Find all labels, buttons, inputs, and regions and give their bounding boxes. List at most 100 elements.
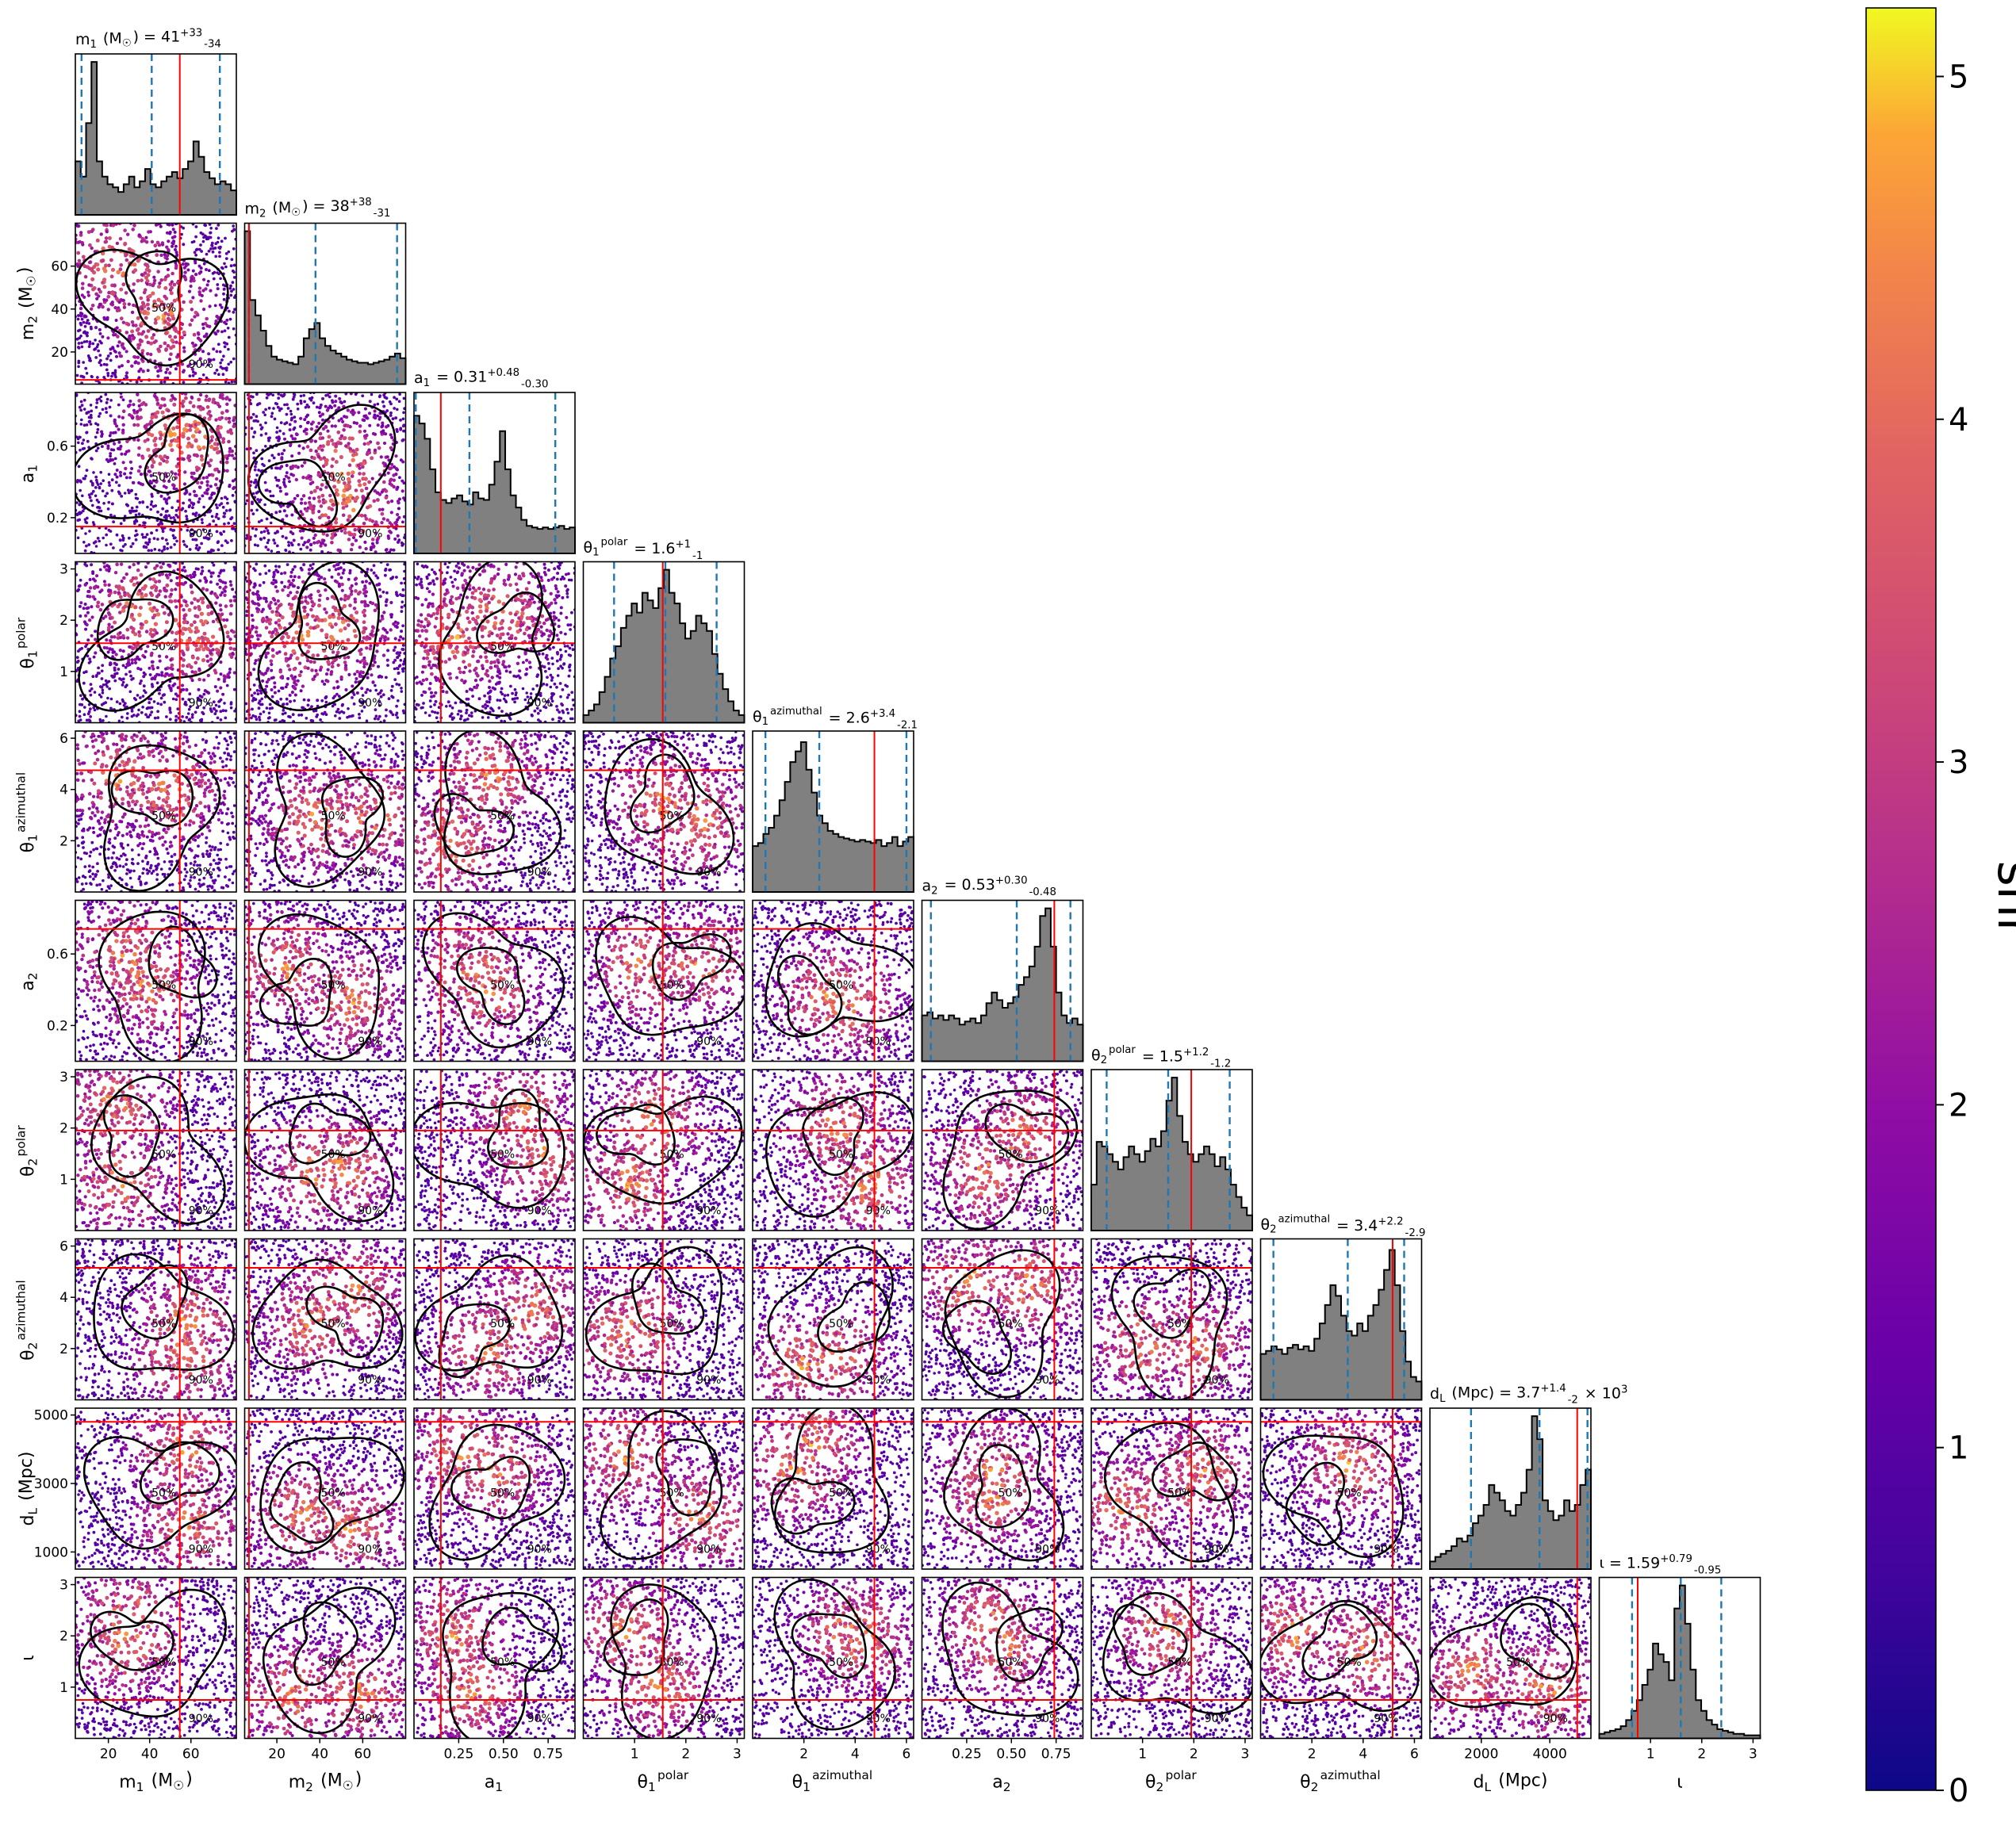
- scatter-panel-t2a-dL: 50% 90%: [1259, 1407, 1423, 1570]
- panel-frame: [582, 899, 745, 1062]
- panel-frame: [921, 1238, 1084, 1401]
- x-tick-label-t1p-2: 3: [733, 1747, 742, 1763]
- contour-label-90: 90%: [189, 1205, 213, 1218]
- contour-90: [98, 910, 206, 1062]
- contour-label-50: 50%: [490, 1487, 515, 1500]
- colorbar-gradient: [1865, 7, 1937, 1791]
- contour-label-50: 50%: [829, 1487, 853, 1500]
- panel-frame: [243, 1069, 407, 1231]
- panel-frame: [582, 1238, 745, 1401]
- scatter-panel-m2-t1a: 50% 90%: [243, 730, 407, 893]
- scatter-panel-m1-dL: 50% 90%: [75, 1407, 237, 1570]
- contour-label-50: 50%: [490, 1318, 515, 1330]
- contour-label-90: 90%: [358, 1374, 382, 1387]
- contour-90: [765, 1091, 914, 1218]
- x-tick-label-m1-2: 60: [182, 1747, 200, 1763]
- scatter-panel-a2-t2a: 50% 90%: [921, 1238, 1084, 1401]
- histogram-title-dL: dL (Mpc) = 3.7+1.4 -2 × 103: [1430, 1383, 1629, 1406]
- scatter-panel-a1-iota: 50% 90%: [413, 1576, 576, 1740]
- contour-label-90: 90%: [1035, 1374, 1060, 1387]
- panel-frame: [75, 1576, 237, 1740]
- contour-50: [651, 932, 732, 1001]
- x-tick-label-m2-0: 20: [268, 1747, 286, 1763]
- panel-frame: [1090, 1576, 1253, 1740]
- contour-90: [78, 570, 225, 712]
- x-tick-label-iota-2: 3: [1749, 1747, 1757, 1763]
- contour-label-90: 90%: [866, 1544, 891, 1556]
- y-tick-label-a2-0: 0.2: [47, 1018, 68, 1034]
- y-axis-label-t2p: θ2 polar: [14, 1124, 40, 1177]
- contour-label-90: 90%: [527, 1544, 552, 1556]
- contour-label-90: 90%: [866, 1374, 891, 1387]
- y-axis-label-m2: m2 (M☉ ): [15, 267, 40, 341]
- scatter-panel-a1-t2a: 50% 90%: [413, 1238, 576, 1401]
- scatter-panel-m1-t2a: 50% 90%: [75, 1238, 237, 1401]
- y-tick-label-iota-2: 3: [59, 1578, 68, 1594]
- panel-frame: [921, 1407, 1084, 1570]
- contour-label-50: 50%: [660, 1656, 684, 1669]
- contour-90: [442, 1591, 560, 1739]
- contour-90: [259, 1437, 405, 1554]
- contour-90: [443, 731, 562, 875]
- panel-frame: [752, 1238, 914, 1401]
- contour-90: [1430, 1596, 1580, 1709]
- contour-50: [140, 1441, 221, 1505]
- panel-frame: [752, 1407, 914, 1570]
- contour-50: [487, 1088, 550, 1169]
- scatter-panel-m1-a1: 50% 90%: [75, 392, 237, 554]
- contour-label-50: 50%: [829, 1318, 853, 1330]
- panel-frame: [243, 1407, 407, 1570]
- x-tick-label-t1a-0: 2: [799, 1747, 808, 1763]
- contour-label-50: 50%: [1167, 1656, 1192, 1669]
- contour-label-50: 50%: [1506, 1656, 1531, 1669]
- x-tick-label-a2-0: 0.25: [952, 1747, 982, 1763]
- y-tick-label-t1p-1: 2: [59, 613, 68, 629]
- panel-frame: [243, 1576, 407, 1740]
- scatter-points: [75, 900, 236, 1062]
- contour-90: [414, 1254, 564, 1372]
- contour-90: [93, 1253, 235, 1371]
- histogram-panel-m1: m1 (M☉ ) = 41+33 -34: [75, 27, 237, 216]
- contour-90: [600, 1410, 723, 1560]
- scatter-panel-dL-iota: 50% 90%: [1429, 1576, 1592, 1740]
- scatter-panel-a1-t2p: 50% 90%: [413, 1069, 576, 1231]
- x-tick-label-t2a-2: 6: [1410, 1747, 1419, 1763]
- contour-90: [422, 912, 565, 1049]
- contour-50: [433, 793, 515, 858]
- contour-50: [320, 776, 385, 858]
- histogram-bars: [921, 907, 1084, 1062]
- x-tick-label-a1-1: 0.50: [489, 1747, 519, 1763]
- histogram-title-a2: a2 = 0.53+0.30 -0.48: [922, 875, 1058, 898]
- y-axis-label-iota: ι: [18, 1655, 38, 1660]
- contour-label-50: 50%: [321, 810, 346, 823]
- x-axis-label-iota: ι: [1677, 1773, 1682, 1793]
- contour-label-90: 90%: [1205, 1544, 1229, 1556]
- contour-label-90: 90%: [1543, 1713, 1568, 1725]
- x-tick-label-t1a-1: 4: [851, 1747, 860, 1763]
- x-tick-label-a2-1: 0.50: [996, 1747, 1026, 1763]
- scatter-panel-t1a-iota: 50% 90%: [752, 1576, 914, 1740]
- contour-50: [802, 1097, 864, 1177]
- contour-label-50: 50%: [151, 302, 176, 315]
- panel-frame: [413, 1069, 576, 1231]
- x-tick-label-t2p-1: 2: [1190, 1747, 1198, 1763]
- x-tick-label-iota-0: 1: [1646, 1747, 1655, 1763]
- y-axis-label-a2: a2: [17, 970, 40, 990]
- contour-50: [96, 598, 174, 661]
- contour-label-50: 50%: [1337, 1656, 1362, 1669]
- panel-frame: [1090, 1407, 1253, 1570]
- histogram-panel-m2: m2 (M☉ ) = 38+38 -31: [243, 197, 407, 385]
- contour-label-90: 90%: [358, 1713, 382, 1725]
- contour-90: [414, 1101, 565, 1209]
- panel-frame: [752, 1576, 914, 1740]
- histogram-title-t1a: θ1 azimuthal = 2.6+3.4 -2.1: [753, 706, 919, 732]
- contour-label-90: 90%: [358, 867, 382, 879]
- y-axis-label-t1p: θ1 polar: [14, 616, 40, 669]
- contour-50: [770, 1477, 856, 1535]
- panel-frame: [1090, 1069, 1253, 1231]
- panel-frame: [752, 730, 914, 893]
- contour-label-50: 50%: [1167, 1487, 1192, 1500]
- contour-50: [984, 1103, 1070, 1164]
- scatter-panel-m2-t1p: 50%90%: [243, 561, 407, 724]
- colorbar-tick-label-0: 0: [1949, 1773, 1968, 1809]
